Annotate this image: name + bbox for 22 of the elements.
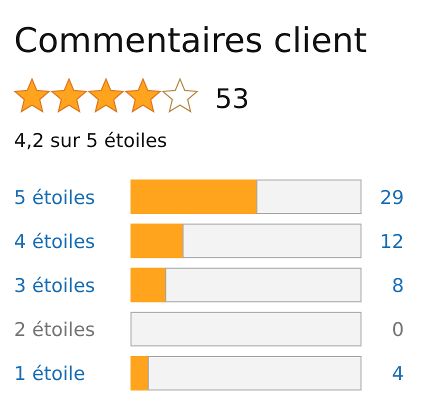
bar [148,356,362,390]
y-tick-label: 3 étoiles [14,275,96,297]
bar [130,180,258,214]
bar [130,312,362,346]
bar [182,224,362,258]
bar [256,180,362,214]
bar [130,356,149,390]
data-label: 4 [392,363,404,386]
y-tick-label: 4 étoiles [14,230,96,253]
data-label: 12 [380,230,404,253]
y-tick-label: 1 étoile [14,363,86,386]
data-label: 8 [392,275,404,297]
text: 4,2 sur 5 étoiles [14,130,168,152]
bar [130,224,184,258]
y-tick-label: 5 étoiles [14,186,96,209]
y-tick-label: 2 étoiles [14,319,96,342]
chart-title: Commentaires client [14,21,367,61]
bar [165,268,362,302]
data-label: 29 [380,186,404,209]
bar [130,268,166,302]
data-label: 0 [392,319,404,342]
text: 53 [215,84,250,115]
